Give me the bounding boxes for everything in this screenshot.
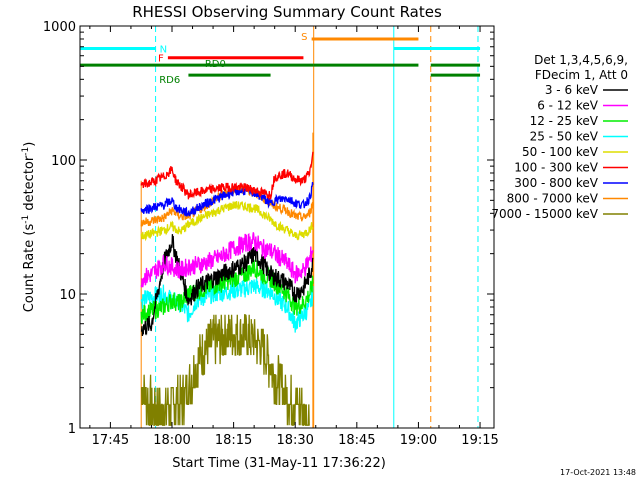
chart-title: RHESSI Observing Summary Count Rates: [132, 3, 442, 21]
x-tick-label-6: 19:15: [461, 433, 498, 448]
series-line-6: [140, 182, 314, 217]
y-tick-label-2: 100: [51, 154, 76, 169]
flag-label-rd0: RD0: [205, 59, 226, 70]
plot-frame: [79, 25, 495, 429]
x-tick-label-4: 18:45: [338, 433, 375, 448]
legend-entry-label-4: 50 - 100 keV: [522, 145, 599, 159]
series-line-5: [140, 151, 314, 201]
series-line-7: [140, 183, 314, 227]
y-tick-label-0: 1: [68, 422, 76, 437]
data-layer: NF S RD0 RD6: [80, 26, 481, 428]
flag-label-f: F: [158, 54, 164, 65]
series-line-0: [140, 234, 314, 337]
legend-entry-label-0: 3 - 6 keV: [545, 83, 599, 97]
footer-timestamp: 17-Oct-2021 13:48: [560, 468, 636, 477]
legend-header-1: Det 1,3,4,5,6,9,: [534, 53, 628, 67]
x-axis-label: Start Time (31-May-11 17:36:22): [172, 456, 386, 471]
series-line-1: [140, 232, 314, 288]
legend-header-2: FDecim 1, Att 0: [535, 68, 628, 82]
x-tick-label-1: 18:00: [153, 433, 190, 448]
legend-entry-label-2: 12 - 25 keV: [530, 114, 599, 128]
x-tick-label-5: 19:00: [400, 433, 437, 448]
legend-entry-label-8: 7000 - 15000 keV: [491, 207, 598, 221]
flag-label-n: N: [160, 44, 167, 55]
y-tick-label-1: 10: [59, 288, 76, 303]
legend-entry-label-6: 300 - 800 keV: [514, 176, 598, 190]
legend-entry-label-7: 800 - 7000 keV: [507, 192, 599, 206]
legend-entry-label-1: 6 - 12 keV: [537, 99, 599, 113]
x-tick-label-0: 17:45: [92, 433, 129, 448]
series-line-4: [140, 201, 314, 242]
legend: Det 1,3,4,5,6,9,FDecim 1, Att 03 - 6 keV…: [491, 53, 628, 221]
legend-entry-label-3: 25 - 50 keV: [530, 130, 599, 144]
x-tick-label-3: 18:30: [276, 433, 313, 448]
flag-label-rd6: RD6: [159, 75, 180, 86]
series-line-8: [140, 314, 310, 426]
flag-label-s: S: [301, 32, 307, 43]
x-tick-label-2: 18:15: [215, 433, 252, 448]
y-tick-label-3: 1000: [43, 20, 76, 35]
axes-layer: 17:45 18:00 18:15 18:30 18:45 19:00 19:15 1 10 10…: [43, 20, 499, 448]
legend-entry-label-5: 100 - 300 keV: [514, 161, 598, 175]
y-axis-label: Count Rate (s-1 detector-1): [21, 142, 37, 313]
